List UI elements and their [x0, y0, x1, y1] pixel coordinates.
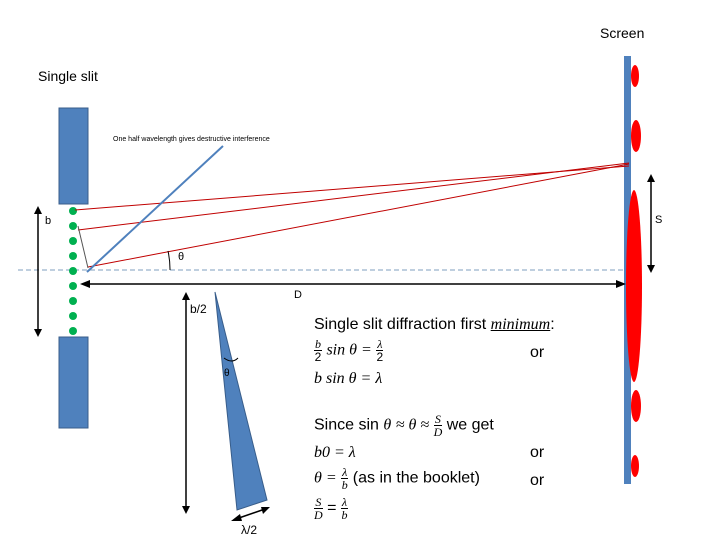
slit-wavelets [69, 207, 77, 335]
path-difference-triangle [214, 291, 268, 511]
rays [74, 162, 630, 268]
note-pointer [86, 145, 224, 273]
equation-b-sin: b sin θ = λ [314, 370, 383, 387]
single-slit-label: Single slit [38, 68, 98, 84]
fringe-pattern [626, 65, 642, 477]
equation-heading: Single slit diffraction first minimum: [314, 316, 555, 333]
screen-label: Screen [600, 25, 645, 41]
fringe [631, 455, 639, 477]
theta-label: θ [178, 251, 185, 263]
or-label-2: or [530, 444, 545, 461]
fringe [631, 120, 641, 152]
minimum-word: minimum [490, 316, 551, 333]
lambda-half-arrow [231, 507, 270, 521]
interference-note: One half wavelength gives destructive in… [113, 136, 270, 143]
b-half-arrow [182, 292, 190, 514]
or-label-3: or [530, 472, 545, 489]
path-difference-line [77, 225, 89, 269]
central-fringe [626, 190, 642, 382]
theta-arc [167, 250, 171, 271]
b-label: b [45, 215, 52, 227]
b-half-label: b/2 [190, 302, 207, 316]
d-arrow [80, 280, 626, 288]
triangle-theta-arc [223, 357, 239, 362]
slit-barrier-top [58, 107, 89, 205]
triangle-theta-label: θ [224, 368, 230, 379]
fringe [631, 390, 641, 422]
s-label: S [655, 214, 663, 226]
slit-barrier-bottom [58, 336, 89, 429]
equation-b0: b0 = λ [314, 444, 356, 461]
or-label-1: or [530, 344, 545, 361]
s-arrow [647, 174, 655, 273]
lambda-half-label: λ/2 [241, 523, 258, 537]
b-arrow [34, 206, 42, 337]
fringe [631, 65, 639, 87]
d-label: D [294, 289, 302, 301]
